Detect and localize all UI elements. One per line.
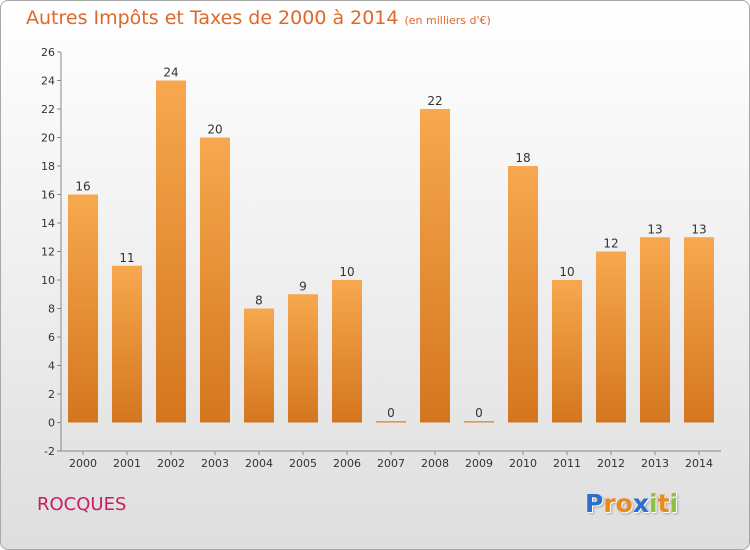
y-tick-label: 14 xyxy=(41,217,55,230)
logo-letter: x xyxy=(632,489,649,518)
y-tick-label: 12 xyxy=(41,246,55,259)
bar xyxy=(420,109,450,423)
logo-letter: r xyxy=(603,489,616,518)
x-tick-label: 2003 xyxy=(201,457,229,470)
bar-value-label: 0 xyxy=(387,406,395,420)
y-tick-label: -2 xyxy=(44,445,55,458)
y-tick-label: 18 xyxy=(41,160,55,173)
x-tick-label: 2005 xyxy=(289,457,317,470)
x-tick-label: 2009 xyxy=(465,457,493,470)
bar xyxy=(464,421,494,423)
bar xyxy=(508,166,538,423)
x-tick-label: 2007 xyxy=(377,457,405,470)
y-tick-label: 2 xyxy=(48,388,55,401)
chart-title-text: Autres Impôts et Taxes de 2000 à 2014 xyxy=(26,7,399,29)
bar-value-label: 0 xyxy=(475,406,483,420)
logo-letter: i xyxy=(649,489,658,518)
x-tick-label: 2013 xyxy=(641,457,669,470)
logo-letter: P xyxy=(585,489,604,518)
y-tick-label: 10 xyxy=(41,274,55,287)
bar-value-label: 8 xyxy=(255,294,263,308)
bar-value-label: 20 xyxy=(207,123,222,137)
bar-value-label: 22 xyxy=(427,94,442,108)
x-tick-label: 2011 xyxy=(553,457,581,470)
bar-value-label: 13 xyxy=(647,222,662,236)
bar xyxy=(332,280,362,423)
chart-title: Autres Impôts et Taxes de 2000 à 2014 (en… xyxy=(26,7,491,29)
bar xyxy=(200,137,230,423)
bar xyxy=(552,280,582,423)
y-tick-label: 0 xyxy=(48,417,55,430)
bar xyxy=(684,237,714,423)
proxiti-logo: Proxiti xyxy=(585,489,678,518)
y-tick-label: 24 xyxy=(41,75,55,88)
y-tick-label: 4 xyxy=(48,360,55,373)
x-tick-label: 2004 xyxy=(245,457,273,470)
y-tick-label: 8 xyxy=(48,303,55,316)
x-tick-label: 2014 xyxy=(685,457,713,470)
bar-value-label: 9 xyxy=(299,279,307,293)
x-tick-label: 2012 xyxy=(597,457,625,470)
bar xyxy=(68,194,98,423)
y-tick-label: 26 xyxy=(41,46,55,59)
bar xyxy=(376,421,406,423)
bar-value-label: 12 xyxy=(603,237,618,251)
bar xyxy=(596,251,626,423)
bar-value-label: 16 xyxy=(75,180,90,194)
bar-value-label: 13 xyxy=(691,222,706,236)
y-tick-label: 22 xyxy=(41,103,55,116)
x-tick-label: 2002 xyxy=(157,457,185,470)
bar-value-label: 11 xyxy=(119,251,134,265)
x-tick-label: 2001 xyxy=(113,457,141,470)
bar xyxy=(156,80,186,423)
bar-value-label: 18 xyxy=(515,151,530,165)
x-tick-label: 2010 xyxy=(509,457,537,470)
bar xyxy=(640,237,670,423)
chart-unit: (en milliers d'€) xyxy=(404,14,491,27)
bar xyxy=(288,294,318,423)
x-tick-label: 2008 xyxy=(421,457,449,470)
y-tick-label: 16 xyxy=(41,189,55,202)
logo-letter: t xyxy=(657,489,670,518)
logo-letter: i xyxy=(669,489,679,518)
logo-letter: o xyxy=(615,489,633,518)
bar-value-label: 10 xyxy=(339,265,354,279)
bar xyxy=(244,308,274,423)
x-tick-label: 2000 xyxy=(69,457,97,470)
y-tick-label: 20 xyxy=(41,132,55,145)
commune-name: ROCQUES xyxy=(37,494,127,515)
bar-value-label: 10 xyxy=(559,265,574,279)
bar-value-label: 24 xyxy=(163,66,178,80)
y-tick-label: 6 xyxy=(48,331,55,344)
bar xyxy=(112,265,142,423)
x-tick-label: 2006 xyxy=(333,457,361,470)
